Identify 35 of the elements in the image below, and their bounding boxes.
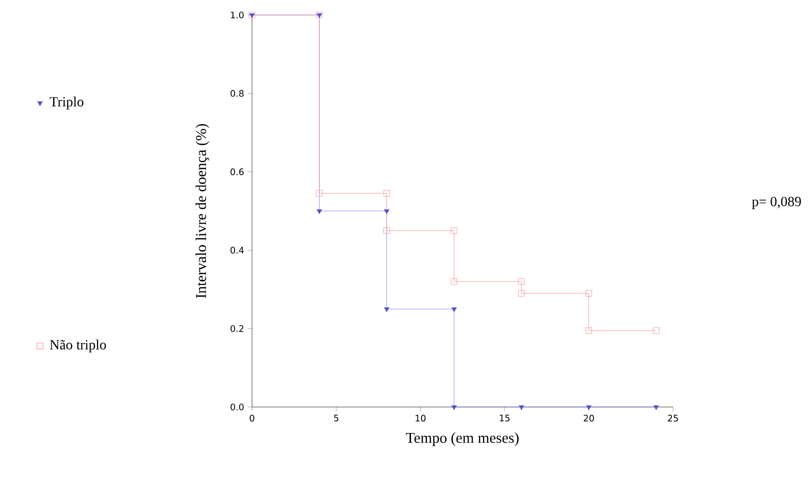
point [384,209,390,214]
y-tick-label: 0.0 [230,404,244,410]
y-axis-title: Intervalo livre de doença (%) [196,124,210,298]
point [518,290,525,297]
legend-label: Triplo [50,96,84,110]
point [384,307,390,312]
y-tick-label: 0.2 [230,325,244,332]
point [518,405,524,410]
point [316,209,322,214]
point [653,405,659,410]
x-tick-label: 5 [334,414,338,422]
point [316,190,323,197]
point [586,405,592,410]
point [384,227,390,234]
point [586,290,592,297]
x-tick-label: 0 [250,414,254,422]
point [450,227,458,234]
x-tick-label: 15 [500,414,510,422]
point [586,327,592,334]
x-tick-label: 20 [584,414,594,422]
x-tick-label: 10 [416,414,426,422]
text: p= 0,089 [752,196,801,210]
point [451,405,457,410]
y-tick-label: 0.8 [230,90,244,97]
y-tick-label: 0.6 [230,168,244,176]
point [652,327,660,334]
x-tick-label: 25 [668,414,678,422]
legend-label: Não triplo [50,340,106,352]
point [450,278,458,285]
point [518,278,525,285]
y-tick-label: 0.4 [230,246,244,254]
y-tick-label: 1.0 [230,12,244,18]
point [384,190,390,197]
x-axis-title: Tempo (em meses) [406,432,519,446]
point [451,307,457,312]
